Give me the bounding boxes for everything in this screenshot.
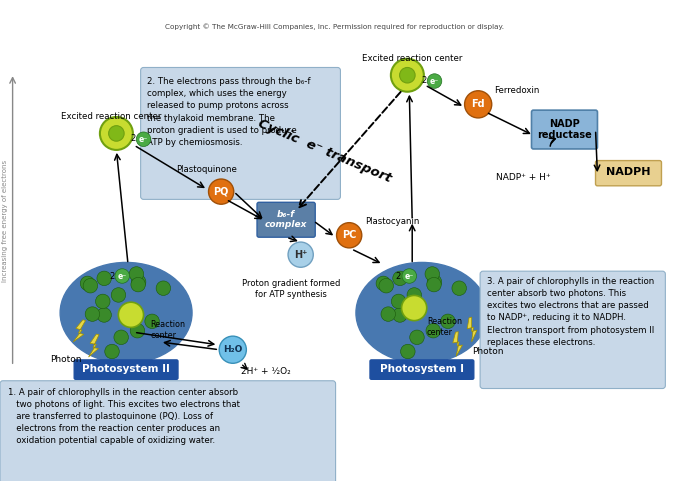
Text: 2. The electrons pass through the b₆-f
complex, which uses the energy
released t: 2. The electrons pass through the b₆-f c… [148, 77, 311, 147]
Text: PC: PC [342, 230, 356, 240]
Circle shape [130, 324, 145, 338]
Circle shape [393, 271, 407, 285]
Text: 3. A pair of chlorophylls in the reaction
center absorb two photons. This
excite: 3. A pair of chlorophylls in the reactio… [487, 277, 654, 347]
Circle shape [83, 279, 98, 293]
Circle shape [208, 179, 234, 204]
Circle shape [407, 288, 422, 302]
Circle shape [156, 281, 170, 295]
Circle shape [400, 67, 415, 83]
Circle shape [410, 330, 424, 345]
Circle shape [131, 275, 146, 289]
Circle shape [379, 279, 393, 293]
Circle shape [391, 59, 424, 92]
Text: Fd: Fd [471, 100, 485, 109]
Text: Photon: Photon [472, 347, 504, 356]
Ellipse shape [356, 263, 488, 363]
Text: 2: 2 [109, 271, 115, 281]
Text: H⁺: H⁺ [294, 250, 307, 260]
Text: H₂O: H₂O [223, 345, 242, 354]
FancyBboxPatch shape [531, 110, 598, 149]
Circle shape [441, 314, 455, 328]
Polygon shape [453, 332, 462, 356]
FancyBboxPatch shape [257, 203, 315, 237]
Circle shape [118, 302, 144, 327]
Circle shape [129, 267, 144, 281]
Circle shape [97, 308, 111, 322]
Circle shape [426, 324, 440, 338]
Text: Ferredoxin: Ferredoxin [493, 86, 539, 95]
Text: Excited reaction center: Excited reaction center [362, 54, 462, 63]
Text: Increasing free energy of electrons: Increasing free energy of electrons [2, 160, 8, 282]
Circle shape [376, 276, 391, 291]
Circle shape [80, 276, 95, 291]
Text: 2H⁺ + ½O₂: 2H⁺ + ½O₂ [241, 366, 290, 376]
Text: b₆-f
complex: b₆-f complex [265, 210, 307, 229]
Text: e⁻: e⁻ [139, 135, 148, 144]
Text: 2: 2 [422, 76, 426, 84]
Text: 1. A pair of chlorophylls in the reaction center absorb
   two photons of light.: 1. A pair of chlorophylls in the reactio… [8, 387, 239, 445]
Ellipse shape [60, 263, 192, 363]
Text: NADP
reductase: NADP reductase [537, 119, 592, 141]
Text: NADPH: NADPH [607, 167, 651, 177]
Polygon shape [73, 320, 86, 342]
Text: e⁻: e⁻ [430, 77, 439, 85]
Text: NADP⁺ + H⁺: NADP⁺ + H⁺ [496, 173, 551, 182]
Circle shape [114, 330, 128, 345]
Circle shape [136, 132, 151, 146]
Circle shape [401, 344, 415, 359]
Circle shape [381, 307, 395, 321]
Circle shape [427, 74, 442, 88]
Text: PQ: PQ [213, 186, 229, 197]
Text: Photosystem II: Photosystem II [82, 364, 170, 374]
Circle shape [426, 277, 441, 292]
FancyBboxPatch shape [75, 360, 178, 379]
Text: Photon: Photon [50, 355, 81, 364]
Circle shape [425, 267, 440, 281]
Circle shape [95, 294, 110, 309]
Circle shape [85, 307, 99, 321]
Text: Cyclic  e⁻ transport: Cyclic e⁻ transport [256, 117, 393, 185]
Text: Reaction
center: Reaction center [426, 317, 462, 338]
FancyBboxPatch shape [0, 381, 335, 484]
Circle shape [108, 126, 124, 141]
Polygon shape [88, 334, 99, 357]
Circle shape [393, 308, 407, 322]
Circle shape [427, 275, 442, 289]
FancyBboxPatch shape [480, 271, 665, 388]
Text: Plastocyanin: Plastocyanin [365, 217, 419, 226]
Text: 2: 2 [130, 134, 136, 143]
Text: Photosystem I: Photosystem I [380, 364, 464, 374]
Circle shape [97, 271, 112, 285]
Circle shape [391, 294, 406, 309]
Text: Copyright © The McGraw-Hill Companies, Inc. Permission required for reproduction: Copyright © The McGraw-Hill Companies, I… [165, 23, 504, 30]
Circle shape [111, 288, 126, 302]
FancyBboxPatch shape [595, 161, 662, 186]
Text: 2: 2 [395, 271, 401, 281]
FancyBboxPatch shape [370, 360, 474, 379]
Text: Plastoquinone: Plastoquinone [176, 165, 237, 174]
Polygon shape [467, 317, 477, 342]
Circle shape [105, 344, 119, 359]
Circle shape [288, 242, 313, 267]
Circle shape [464, 91, 492, 118]
FancyBboxPatch shape [141, 67, 340, 200]
Circle shape [402, 295, 426, 321]
Circle shape [402, 269, 417, 283]
Text: e⁻: e⁻ [117, 271, 127, 281]
Circle shape [131, 277, 146, 292]
Circle shape [100, 117, 133, 150]
Circle shape [145, 314, 159, 328]
Text: Reaction
center: Reaction center [150, 320, 186, 340]
Text: e⁻: e⁻ [404, 271, 414, 281]
Circle shape [219, 336, 246, 363]
Circle shape [115, 269, 130, 283]
Text: Proton gradient formed
for ATP synthesis: Proton gradient formed for ATP synthesis [241, 279, 340, 299]
Circle shape [452, 281, 466, 295]
Text: Excited reaction center: Excited reaction center [61, 112, 161, 121]
Circle shape [337, 223, 362, 248]
